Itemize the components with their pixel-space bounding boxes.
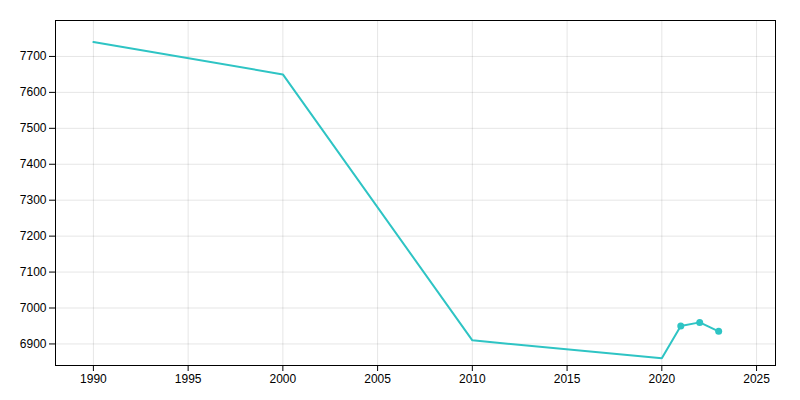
svg-text:2000: 2000	[270, 372, 297, 386]
svg-text:1995: 1995	[175, 372, 202, 386]
svg-text:1990: 1990	[80, 372, 107, 386]
svg-text:2010: 2010	[459, 372, 486, 386]
svg-text:7400: 7400	[20, 157, 47, 171]
svg-text:2005: 2005	[364, 372, 391, 386]
svg-text:6900: 6900	[20, 337, 47, 351]
svg-text:7300: 7300	[20, 193, 47, 207]
svg-text:2015: 2015	[554, 372, 581, 386]
svg-text:7500: 7500	[20, 121, 47, 135]
svg-text:7700: 7700	[20, 49, 47, 63]
svg-text:7200: 7200	[20, 229, 47, 243]
svg-text:2020: 2020	[648, 372, 675, 386]
svg-text:7000: 7000	[20, 301, 47, 315]
svg-text:7100: 7100	[20, 265, 47, 279]
svg-text:2025: 2025	[743, 372, 770, 386]
svg-text:7600: 7600	[20, 85, 47, 99]
